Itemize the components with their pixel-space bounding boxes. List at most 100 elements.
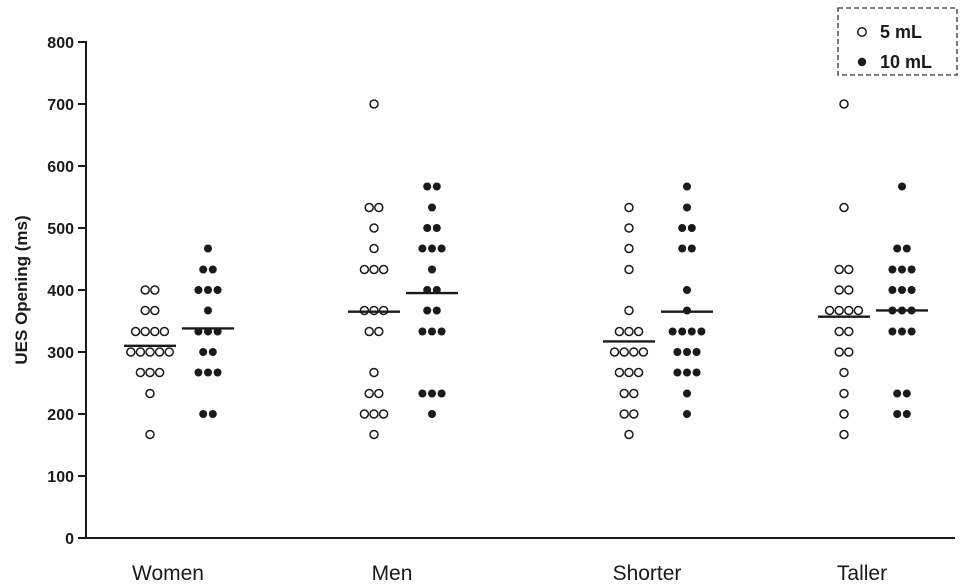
point-5ml (135, 347, 146, 357)
point-10ml (668, 327, 677, 336)
point-10ml (687, 244, 696, 253)
point-5ml (369, 264, 379, 275)
point-5ml (839, 429, 849, 440)
point-10ml (898, 182, 906, 191)
point-10ml (204, 244, 212, 253)
point-5ml (839, 99, 849, 109)
point-10ml (907, 327, 916, 336)
point-10ml (213, 368, 222, 377)
y-axis: 0 100 200 300 400 500 600 700 800 (47, 35, 87, 548)
legend-marker-5ml (857, 27, 867, 37)
point-10ml (678, 224, 687, 232)
point-10ml (902, 389, 911, 398)
point-5ml (839, 388, 849, 399)
point-5ml (364, 326, 374, 337)
point-10ml (888, 327, 897, 336)
point-10ml (418, 389, 427, 398)
point-10ml (418, 327, 427, 336)
point-5ml (164, 347, 174, 357)
point-10ml (902, 410, 911, 418)
point-5ml (844, 264, 854, 275)
y-tick-label: 300 (47, 345, 74, 362)
point-10ml (692, 348, 701, 356)
point-10ml (697, 327, 706, 336)
point-10ml (893, 410, 902, 418)
point-10ml (204, 286, 212, 294)
point-5ml (624, 202, 634, 213)
point-10ml (199, 410, 208, 418)
point-5ml (834, 305, 844, 316)
point-5ml (619, 409, 629, 419)
point-5ml (629, 347, 639, 357)
point-10ml (208, 348, 217, 356)
point-5ml (839, 367, 849, 378)
point-5ml (834, 326, 844, 337)
point-5ml (844, 285, 854, 295)
point-5ml (624, 305, 634, 316)
point-5ml (145, 347, 155, 357)
x-category-label: Shorter (613, 562, 682, 585)
point-5ml (844, 326, 854, 337)
point-5ml (369, 367, 379, 378)
point-10ml (423, 182, 432, 191)
point-10ml (437, 389, 446, 398)
point-5ml (629, 388, 639, 399)
point-10ml (428, 410, 436, 418)
point-10ml (199, 348, 208, 356)
point-10ml (888, 286, 897, 294)
point-10ml (893, 244, 902, 253)
point-10ml (428, 327, 436, 336)
point-10ml (208, 265, 217, 274)
y-tick-label: 600 (47, 159, 74, 176)
point-10ml (898, 327, 906, 336)
point-10ml (432, 224, 441, 232)
y-tick-label: 0 (65, 531, 74, 548)
point-5ml (140, 285, 150, 295)
point-5ml (624, 223, 634, 233)
point-10ml (208, 410, 217, 418)
point-5ml (624, 429, 634, 440)
point-5ml (624, 243, 634, 254)
point-5ml (145, 429, 155, 440)
x-axis: Women Men Shorter Taller (86, 537, 955, 585)
point-10ml (687, 327, 696, 336)
point-5ml (369, 429, 379, 440)
point-10ml (683, 389, 691, 398)
median-lines (124, 291, 928, 347)
point-10ml (204, 368, 212, 377)
point-5ml (619, 388, 629, 399)
point-10ml (428, 389, 436, 398)
point-5ml (374, 202, 384, 213)
point-5ml (853, 305, 864, 316)
point-5ml (130, 326, 141, 337)
x-category-label: Men (372, 562, 413, 585)
point-10ml (893, 389, 902, 398)
point-10ml (428, 244, 436, 253)
point-5ml (154, 347, 165, 357)
point-10ml (907, 286, 916, 294)
point-10ml (673, 348, 682, 356)
point-5ml (135, 367, 146, 378)
point-10ml (692, 368, 701, 377)
point-10ml (194, 286, 203, 294)
point-5ml (624, 326, 634, 337)
point-5ml (369, 409, 379, 419)
point-10ml (683, 368, 691, 377)
point-10ml (194, 368, 203, 377)
point-5ml (150, 326, 160, 337)
point-10ml (437, 327, 446, 336)
point-5ml (824, 305, 835, 316)
point-10ml (898, 265, 906, 274)
point-10ml (902, 244, 911, 253)
point-5ml (140, 326, 150, 337)
point-5ml (369, 99, 379, 109)
point-5ml (844, 347, 854, 357)
point-5ml (614, 326, 625, 337)
point-10ml (687, 224, 696, 232)
point-10ml (683, 182, 691, 191)
point-5ml (609, 347, 620, 357)
y-tick-label: 500 (47, 221, 74, 238)
point-5ml (378, 409, 389, 419)
point-10ml (428, 265, 436, 274)
